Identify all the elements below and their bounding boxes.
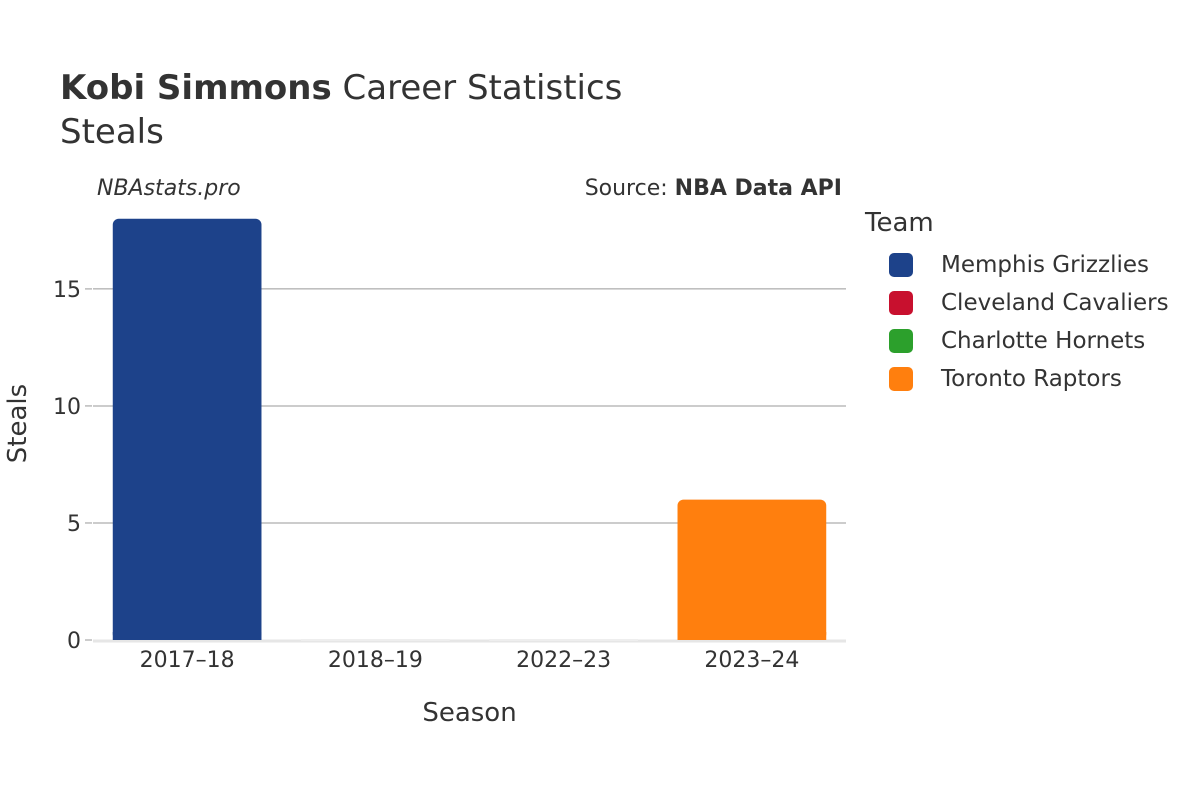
- legend-item-toronto-raptors[interactable]: Toronto Raptors: [865, 360, 1169, 398]
- bar: [677, 499, 827, 640]
- y-axis-title: Steals: [3, 384, 33, 463]
- legend-swatch: [889, 367, 913, 391]
- x-tick-label: 2017–18: [140, 648, 235, 673]
- title-rest: Career Statistics: [331, 68, 623, 108]
- legend-swatch: [889, 329, 913, 353]
- y-tick-label: 0: [67, 629, 81, 654]
- legend: Team Memphis Grizzlies Cleveland Cavalie…: [865, 208, 1169, 398]
- legend-label: Charlotte Hornets: [941, 328, 1146, 354]
- chart-title: Kobi Simmons Career Statistics Steals: [60, 66, 622, 154]
- legend-item-charlotte-hornets[interactable]: Charlotte Hornets: [865, 322, 1169, 360]
- legend-title: Team: [865, 208, 934, 238]
- bar-zero: [489, 639, 638, 641]
- legend-label: Cleveland Cavaliers: [941, 290, 1169, 316]
- x-tick-label: 2018–19: [328, 648, 423, 673]
- legend-label: Toronto Raptors: [941, 366, 1122, 392]
- bar-base: [112, 632, 262, 640]
- player-name: Kobi Simmons: [60, 68, 332, 108]
- y-tick-label: 10: [53, 395, 81, 420]
- legend-label: Memphis Grizzlies: [941, 252, 1149, 278]
- x-axis-title: Season: [422, 698, 516, 728]
- bar: [112, 218, 262, 640]
- watermark: NBAstats.pro: [97, 176, 241, 201]
- legend-swatch: [889, 253, 913, 277]
- source-name: NBA Data API: [674, 176, 842, 201]
- y-tick-label: 5: [67, 512, 81, 537]
- x-tick-label: 2023–24: [704, 648, 799, 673]
- legend-item-memphis-grizzlies[interactable]: Memphis Grizzlies: [865, 246, 1169, 284]
- legend-item-cleveland-cavaliers[interactable]: Cleveland Cavaliers: [865, 284, 1169, 322]
- legend-swatch: [889, 291, 913, 315]
- source-credit: Source: NBA Data API: [585, 176, 842, 201]
- bar-zero: [301, 639, 450, 641]
- chart-subtitle: Steals: [60, 112, 164, 152]
- x-tick-label: 2022–23: [516, 648, 611, 673]
- source-prefix: Source:: [584, 176, 675, 201]
- bar-base: [677, 632, 827, 640]
- y-tick-label: 15: [53, 278, 81, 303]
